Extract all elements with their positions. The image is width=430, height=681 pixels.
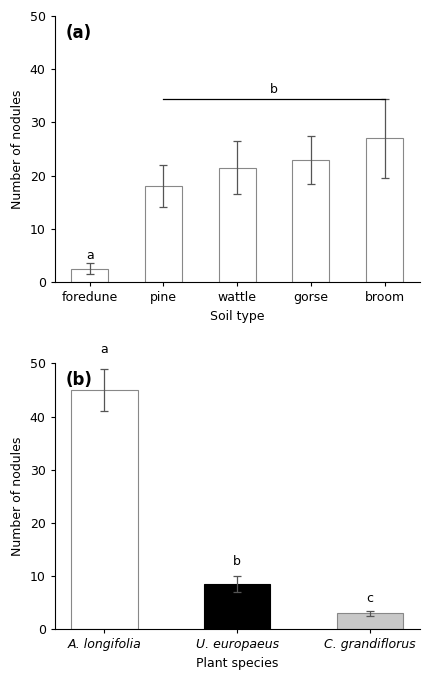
X-axis label: Soil type: Soil type <box>209 309 264 323</box>
Bar <box>292 159 329 282</box>
Text: c: c <box>366 592 372 605</box>
Text: a: a <box>86 249 93 262</box>
Text: b: b <box>270 83 277 96</box>
Bar <box>336 614 402 629</box>
Bar <box>203 584 270 629</box>
Bar <box>71 390 137 629</box>
Bar <box>71 268 108 282</box>
Y-axis label: Number of nodules: Number of nodules <box>11 437 24 556</box>
Text: (b): (b) <box>65 371 92 390</box>
Bar <box>218 168 255 282</box>
Text: (a): (a) <box>65 24 92 42</box>
Text: a: a <box>100 343 108 355</box>
Y-axis label: Number of nodules: Number of nodules <box>11 89 24 208</box>
X-axis label: Plant species: Plant species <box>196 657 278 670</box>
Bar <box>144 186 181 282</box>
Bar <box>366 138 402 282</box>
Text: b: b <box>233 555 240 568</box>
